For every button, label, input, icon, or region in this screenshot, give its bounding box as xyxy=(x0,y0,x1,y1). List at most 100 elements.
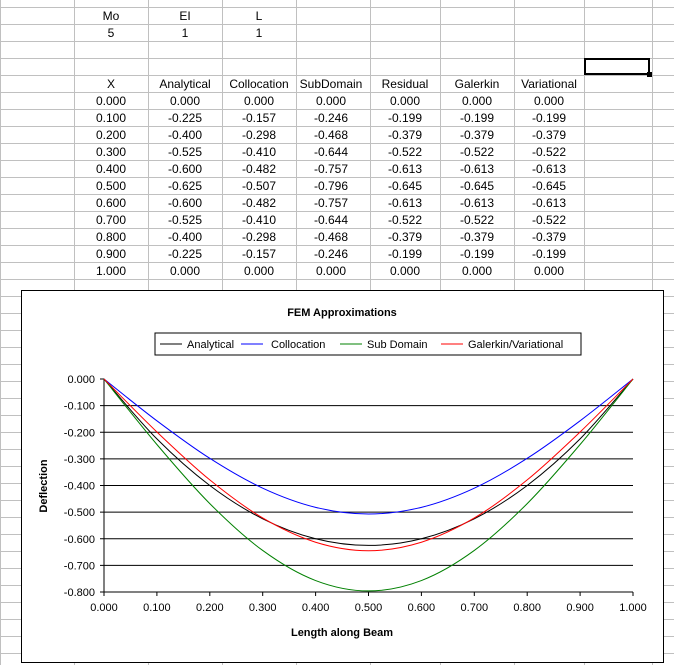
y-tick-label: -0.100 xyxy=(64,401,95,413)
table-cell[interactable]: -0.379 xyxy=(531,128,567,142)
param-value-cell[interactable]: 1 xyxy=(181,26,189,40)
table-cell[interactable]: -0.522 xyxy=(459,145,495,159)
table-cell[interactable]: 0.000 xyxy=(533,264,565,278)
table-header-cell[interactable]: X xyxy=(106,77,115,91)
table-cell[interactable]: -0.379 xyxy=(531,230,567,244)
table-cell[interactable]: -0.157 xyxy=(241,111,277,125)
table-cell[interactable]: -0.613 xyxy=(459,162,495,176)
table-cell[interactable]: 0.000 xyxy=(243,264,275,278)
table-cell[interactable]: -0.645 xyxy=(387,179,423,193)
table-cell[interactable]: 0.800 xyxy=(95,230,127,244)
table-header-cell[interactable]: SubDomain xyxy=(299,77,363,91)
table-cell[interactable]: -0.468 xyxy=(313,128,349,142)
param-value-cell[interactable]: 5 xyxy=(107,26,115,40)
table-cell[interactable]: -0.225 xyxy=(167,111,203,125)
table-cell[interactable]: -0.157 xyxy=(241,247,277,261)
fill-handle[interactable] xyxy=(647,72,652,77)
table-header-cell[interactable]: Collocation xyxy=(229,77,289,91)
table-cell[interactable]: -0.613 xyxy=(387,196,423,210)
table-cell[interactable]: -0.757 xyxy=(313,162,349,176)
table-cell[interactable]: -0.757 xyxy=(313,196,349,210)
param-header-cell[interactable]: Mo xyxy=(102,9,120,23)
table-cell[interactable]: -0.645 xyxy=(531,179,567,193)
param-header-cell[interactable]: L xyxy=(255,9,263,23)
series-line xyxy=(103,378,634,515)
table-cell[interactable]: -0.225 xyxy=(167,247,203,261)
table-cell[interactable]: 0.000 xyxy=(389,264,421,278)
table-header-cell[interactable]: Residual xyxy=(381,77,429,91)
table-cell[interactable]: -0.482 xyxy=(241,162,277,176)
table-header-cell[interactable]: Analytical xyxy=(159,77,211,91)
table-cell[interactable]: 0.000 xyxy=(389,94,421,108)
table-cell[interactable]: 0.700 xyxy=(95,213,127,227)
table-cell[interactable]: 0.000 xyxy=(243,94,275,108)
table-cell[interactable]: -0.199 xyxy=(531,111,567,125)
table-cell[interactable]: 0.000 xyxy=(461,94,493,108)
table-cell[interactable]: 0.500 xyxy=(95,179,127,193)
y-tick-label: 0.000 xyxy=(67,374,95,386)
table-cell[interactable]: -0.199 xyxy=(387,111,423,125)
table-cell[interactable]: -0.525 xyxy=(167,213,203,227)
table-header-cell[interactable]: Variational xyxy=(521,77,577,91)
table-cell[interactable]: -0.400 xyxy=(167,128,203,142)
table-cell[interactable]: 0.300 xyxy=(95,145,127,159)
table-cell[interactable]: -0.410 xyxy=(241,213,277,227)
table-cell[interactable]: -0.379 xyxy=(387,230,423,244)
table-cell[interactable]: -0.522 xyxy=(531,213,567,227)
table-cell[interactable]: -0.525 xyxy=(167,145,203,159)
table-cell[interactable]: -0.199 xyxy=(459,111,495,125)
table-cell[interactable]: 0.000 xyxy=(315,94,347,108)
selected-cell[interactable] xyxy=(584,58,652,77)
table-cell[interactable]: -0.379 xyxy=(459,128,495,142)
table-cell[interactable]: -0.482 xyxy=(241,196,277,210)
table-cell[interactable]: 0.900 xyxy=(95,247,127,261)
table-cell[interactable]: -0.507 xyxy=(241,179,277,193)
table-cell[interactable]: -0.600 xyxy=(167,162,203,176)
table-cell[interactable]: -0.246 xyxy=(313,247,349,261)
table-cell[interactable]: -0.468 xyxy=(313,230,349,244)
table-cell[interactable]: -0.644 xyxy=(313,213,349,227)
table-cell[interactable]: -0.199 xyxy=(459,247,495,261)
table-cell[interactable]: 0.000 xyxy=(461,264,493,278)
table-cell[interactable]: -0.613 xyxy=(459,196,495,210)
table-cell[interactable]: -0.644 xyxy=(313,145,349,159)
legend-label: Collocation xyxy=(271,339,325,351)
param-header-cell[interactable]: EI xyxy=(179,9,191,23)
table-cell[interactable]: -0.379 xyxy=(459,230,495,244)
table-cell[interactable]: -0.410 xyxy=(241,145,277,159)
table-cell[interactable]: -0.298 xyxy=(241,128,277,142)
legend-label: Sub Domain xyxy=(367,339,428,351)
x-tick-label: 0.400 xyxy=(302,602,330,614)
param-value-cell[interactable]: 1 xyxy=(255,26,263,40)
table-cell[interactable]: 0.000 xyxy=(533,94,565,108)
table-header-cell[interactable]: Galerkin xyxy=(454,77,500,91)
table-cell[interactable]: -0.625 xyxy=(167,179,203,193)
table-cell[interactable]: -0.645 xyxy=(459,179,495,193)
table-cell[interactable]: -0.613 xyxy=(531,162,567,176)
table-cell[interactable]: 0.000 xyxy=(315,264,347,278)
table-cell[interactable]: -0.600 xyxy=(167,196,203,210)
table-cell[interactable]: -0.246 xyxy=(313,111,349,125)
y-tick-label: -0.400 xyxy=(64,481,95,493)
table-cell[interactable]: 0.400 xyxy=(95,162,127,176)
table-cell[interactable]: -0.379 xyxy=(387,128,423,142)
table-cell[interactable]: 1.000 xyxy=(95,264,127,278)
table-cell[interactable]: -0.522 xyxy=(387,213,423,227)
table-cell[interactable]: -0.522 xyxy=(459,213,495,227)
table-cell[interactable]: -0.613 xyxy=(387,162,423,176)
table-cell[interactable]: 0.600 xyxy=(95,196,127,210)
table-cell[interactable]: 0.000 xyxy=(169,264,201,278)
table-cell[interactable]: 0.200 xyxy=(95,128,127,142)
table-cell[interactable]: 0.100 xyxy=(95,111,127,125)
chart-area[interactable]: FEM Approximations Analytical Collocation S… xyxy=(21,290,664,663)
table-cell[interactable]: -0.522 xyxy=(387,145,423,159)
table-cell[interactable]: -0.796 xyxy=(313,179,349,193)
table-cell[interactable]: -0.199 xyxy=(387,247,423,261)
table-cell[interactable]: -0.400 xyxy=(167,230,203,244)
table-cell[interactable]: 0.000 xyxy=(95,94,127,108)
table-cell[interactable]: 0.000 xyxy=(169,94,201,108)
table-cell[interactable]: -0.522 xyxy=(531,145,567,159)
table-cell[interactable]: -0.613 xyxy=(531,196,567,210)
table-cell[interactable]: -0.199 xyxy=(531,247,567,261)
table-cell[interactable]: -0.298 xyxy=(241,230,277,244)
